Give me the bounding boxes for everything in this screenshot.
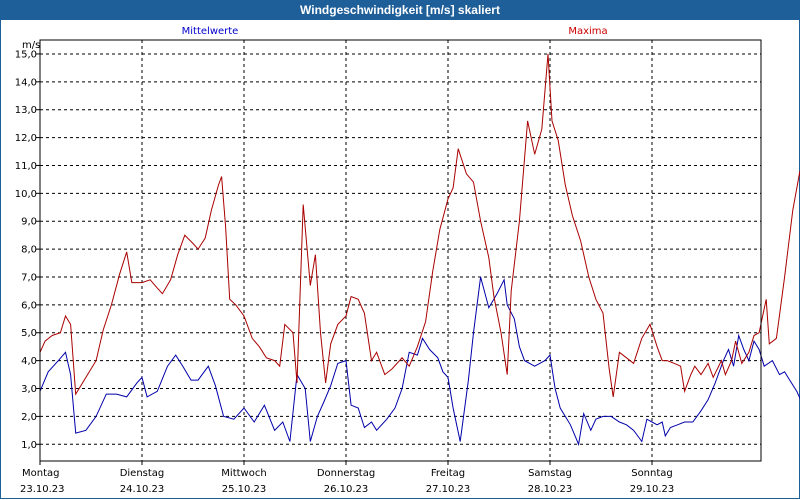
- x-tick-label-day: Mittwoch: [221, 468, 266, 479]
- x-axis: Montag 23.10.23 Dienstag 24.10.23 Mittwoch 25…: [20, 461, 674, 495]
- y-axis: 1,0 2,0 3,0 4,0 5,0 6,0 7,0 8,0 9,0 10,0 11,0 12,0 1…: [15, 49, 40, 451]
- series-lines: [39, 53, 800, 447]
- x-tick-label-date: 25.10.23: [222, 484, 267, 495]
- series-line-maxima: [39, 53, 800, 397]
- legend-maxima: Maxima: [568, 26, 607, 37]
- y-axis-unit: m/s: [22, 40, 40, 51]
- chart-title: Windgeschwindigkeit [m/s] skaliert: [0, 0, 800, 20]
- y-tick-label: 8,0: [21, 245, 37, 256]
- y-tick-label: 3,0: [21, 384, 37, 395]
- x-tick-label-date: 23.10.23: [20, 484, 65, 495]
- x-tick-label-day: Dienstag: [120, 468, 165, 479]
- legend-mittelwerte: Mittelwerte: [182, 26, 239, 37]
- y-tick-label: 5,0: [21, 328, 37, 339]
- y-tick-label: 4,0: [21, 356, 37, 367]
- x-tick-label-date: 24.10.23: [120, 484, 165, 495]
- y-tick-label: 10,0: [15, 189, 37, 200]
- x-tick-label-day: Samstag: [528, 468, 572, 479]
- x-tick-label-date: 26.10.23: [324, 484, 369, 495]
- y-tick-label: 2,0: [21, 412, 37, 423]
- y-tick-label: 6,0: [21, 300, 37, 311]
- y-tick-label: 11,0: [15, 161, 37, 172]
- y-tick-label: 9,0: [21, 217, 37, 228]
- grid: [40, 40, 761, 461]
- y-tick-label: 14,0: [15, 77, 37, 88]
- x-tick-label-date: 27.10.23: [426, 484, 471, 495]
- x-tick-label-day: Sonntag: [631, 468, 673, 479]
- x-tick-label-date: 29.10.23: [630, 484, 675, 495]
- x-tick-label-day: Montag: [22, 468, 59, 479]
- y-tick-label: 1,0: [21, 440, 37, 451]
- x-tick-label-day: Donnerstag: [317, 468, 375, 479]
- x-tick-label-date: 28.10.23: [528, 484, 573, 495]
- plot-area-border: [39, 39, 762, 462]
- y-tick-label: 13,0: [15, 105, 37, 116]
- y-tick-label: 15,0: [15, 49, 37, 60]
- y-tick-label: 7,0: [21, 272, 37, 283]
- y-tick-label: 12,0: [15, 133, 37, 144]
- x-tick-label-day: Freitag: [431, 468, 465, 479]
- series-line-mittelwerte: [39, 276, 800, 447]
